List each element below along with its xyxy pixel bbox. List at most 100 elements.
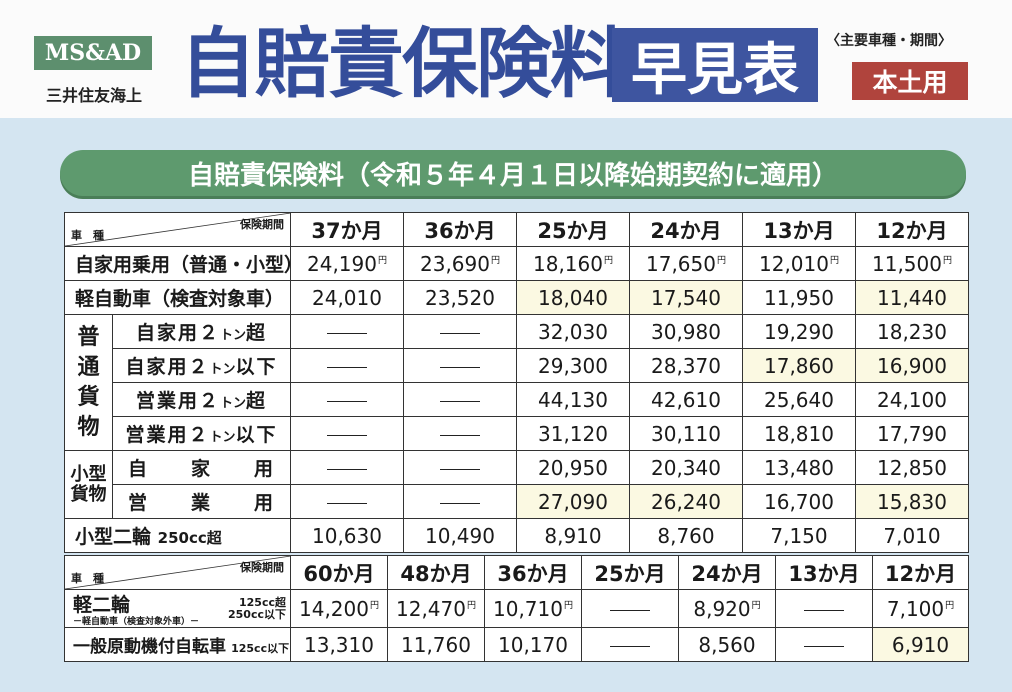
- dash-mark: [610, 645, 650, 647]
- table-row: 小型 貨物 自 家 用 20,950 20,340 13,480 12,850: [64, 450, 969, 519]
- premium-cell: 10,490: [403, 518, 517, 553]
- premium-cell: 17,790: [855, 416, 969, 451]
- premium-cell: 11,500円: [855, 246, 969, 281]
- table-row: 軽二輪 －軽自動車（検査対象外車）－ 125cc超 250cc以下 14,200円 …: [64, 589, 969, 628]
- dash-mark: [327, 434, 367, 436]
- table-row: 小型二輪 250cc超 10,630 10,490 8,910 8,760 7,…: [64, 518, 969, 553]
- vehicle-sublabel: 営業用２トン以下: [112, 416, 291, 451]
- premium-cell: 13,480: [742, 450, 856, 485]
- premium-cell: 7,100円: [872, 589, 969, 628]
- premium-cell: 31,120: [516, 416, 630, 451]
- premium-cell: 10,710円: [484, 589, 582, 628]
- corner-diagonal: [65, 213, 291, 246]
- corner-cell: 保険期間 車 種: [64, 212, 291, 247]
- premium-cell-empty: [290, 416, 404, 451]
- dash-mark: [440, 502, 480, 504]
- premium-cell: 17,540: [629, 280, 743, 315]
- premium-cell: 8,760: [629, 518, 743, 553]
- dash-mark: [440, 434, 480, 436]
- vehicle-label: 自家用乗用（普通・小型）: [64, 246, 303, 281]
- premium-cell-empty: [775, 627, 873, 662]
- premium-cell: 42,610: [629, 382, 743, 417]
- dash-mark: [440, 332, 480, 334]
- section-banner: 自賠責保険料（令和５年４月１日以降始期契約に適用）: [60, 150, 966, 196]
- region-badge: 本土用: [852, 62, 968, 100]
- premium-cell: 6,910: [872, 627, 969, 662]
- premium-cell: 28,370: [629, 348, 743, 383]
- period-header: 36か月: [403, 212, 517, 247]
- premium-cell-empty: [290, 348, 404, 383]
- vehicle-sublabel: 自 家 用: [112, 450, 291, 485]
- corner-vehicle-label: 車 種: [71, 229, 104, 242]
- premium-cell: 30,110: [629, 416, 743, 451]
- premium-cell: 10,630: [290, 518, 404, 553]
- dash-mark: [804, 609, 844, 611]
- premium-cell-empty: [403, 484, 517, 519]
- vehicle-sublabel: 自家用２トン超: [112, 314, 291, 349]
- table-row: 営 業 用 27,090 26,240 16,700 15,830: [65, 484, 969, 519]
- premium-cell: 23,520: [403, 280, 517, 315]
- sub-note: 〈主要車種・期間〉: [826, 33, 952, 49]
- vehicle-label: 小型二輪 250cc超: [64, 518, 291, 553]
- premium-cell: 30,980: [629, 314, 743, 349]
- premium-table-two-wheel: 保険期間 車 種 60か月 48か月 36か月 25か月 24か月 13か月 1…: [64, 555, 969, 662]
- period-header: 25か月: [581, 555, 679, 590]
- premium-cell: 13,310: [290, 627, 388, 662]
- premium-cell: 32,030: [516, 314, 630, 349]
- table-row: 自家用２トン以下 29,300 28,370 17,860 16,900: [65, 348, 969, 383]
- premium-cell: 19,290: [742, 314, 856, 349]
- premium-cell: 29,300: [516, 348, 630, 383]
- small-truck-group-label: 小型 貨物: [64, 450, 113, 519]
- period-header: 13か月: [775, 555, 873, 590]
- vehicle-sublabel: 自家用２トン以下: [112, 348, 291, 383]
- premium-cell: 17,860: [742, 348, 856, 383]
- premium-cell-empty: [403, 416, 517, 451]
- premium-cell: 11,950: [742, 280, 856, 315]
- ms-ad-logo: MS&AD: [34, 36, 152, 70]
- table-header-row: 保険期間 車 種 60か月 48か月 36か月 25か月 24か月 13か月 1…: [64, 555, 969, 590]
- table-row: 普通貨物 自家用２トン超 32,030 30,980 19,290 18,230: [64, 314, 969, 451]
- period-header: 12か月: [872, 555, 969, 590]
- dash-mark: [440, 366, 480, 368]
- corner-period-label: 保険期間: [240, 218, 284, 231]
- truck-group-label: 普通貨物: [64, 314, 113, 451]
- table-row: 自家用乗用（普通・小型） 24,190円 23,690円 18,160円 17,…: [64, 246, 969, 281]
- premium-cell: 18,810: [742, 416, 856, 451]
- premium-cell: 24,190円: [290, 246, 404, 281]
- vehicle-sublabel: 営 業 用: [112, 484, 291, 519]
- period-header: 48か月: [387, 555, 485, 590]
- premium-cell: 44,130: [516, 382, 630, 417]
- premium-cell: 7,150: [742, 518, 856, 553]
- vehicle-label: 一般原動機付自転車 125cc以下: [64, 627, 291, 662]
- corner-vehicle-label: 車 種: [71, 572, 104, 585]
- premium-cell: 24,100: [855, 382, 969, 417]
- premium-cell: 18,230: [855, 314, 969, 349]
- period-header: 24か月: [629, 212, 743, 247]
- dash-mark: [327, 332, 367, 334]
- table-header-row: 保険期間 車 種 37か月 36か月 25か月 24か月 13か月 12か月: [64, 212, 969, 247]
- table-row: 営業用２トン以下 31,120 30,110 18,810 17,790: [65, 416, 969, 451]
- premium-cell-empty: [290, 450, 404, 485]
- dash-mark: [440, 468, 480, 470]
- premium-cell: 23,690円: [403, 246, 517, 281]
- dash-mark: [327, 468, 367, 470]
- period-header: 24か月: [678, 555, 776, 590]
- dash-mark: [327, 400, 367, 402]
- premium-cell: 25,640: [742, 382, 856, 417]
- premium-cell: 15,830: [855, 484, 969, 519]
- premium-cell: 14,200円: [290, 589, 388, 628]
- premium-cell-empty: [403, 314, 517, 349]
- premium-cell: 17,650円: [629, 246, 743, 281]
- premium-cell: 8,910: [516, 518, 630, 553]
- period-header: 36か月: [484, 555, 582, 590]
- premium-cell: 16,900: [855, 348, 969, 383]
- premium-cell: 11,760: [387, 627, 485, 662]
- premium-cell: 24,010: [290, 280, 404, 315]
- premium-cell: 7,010: [855, 518, 969, 553]
- corner-period-label: 保険期間: [240, 561, 284, 574]
- period-header: 25か月: [516, 212, 630, 247]
- corner-diagonal: [65, 556, 291, 589]
- premium-cell: 18,040: [516, 280, 630, 315]
- premium-cell-empty: [290, 484, 404, 519]
- vehicle-label: 軽自動車（検査対象車）: [64, 280, 291, 315]
